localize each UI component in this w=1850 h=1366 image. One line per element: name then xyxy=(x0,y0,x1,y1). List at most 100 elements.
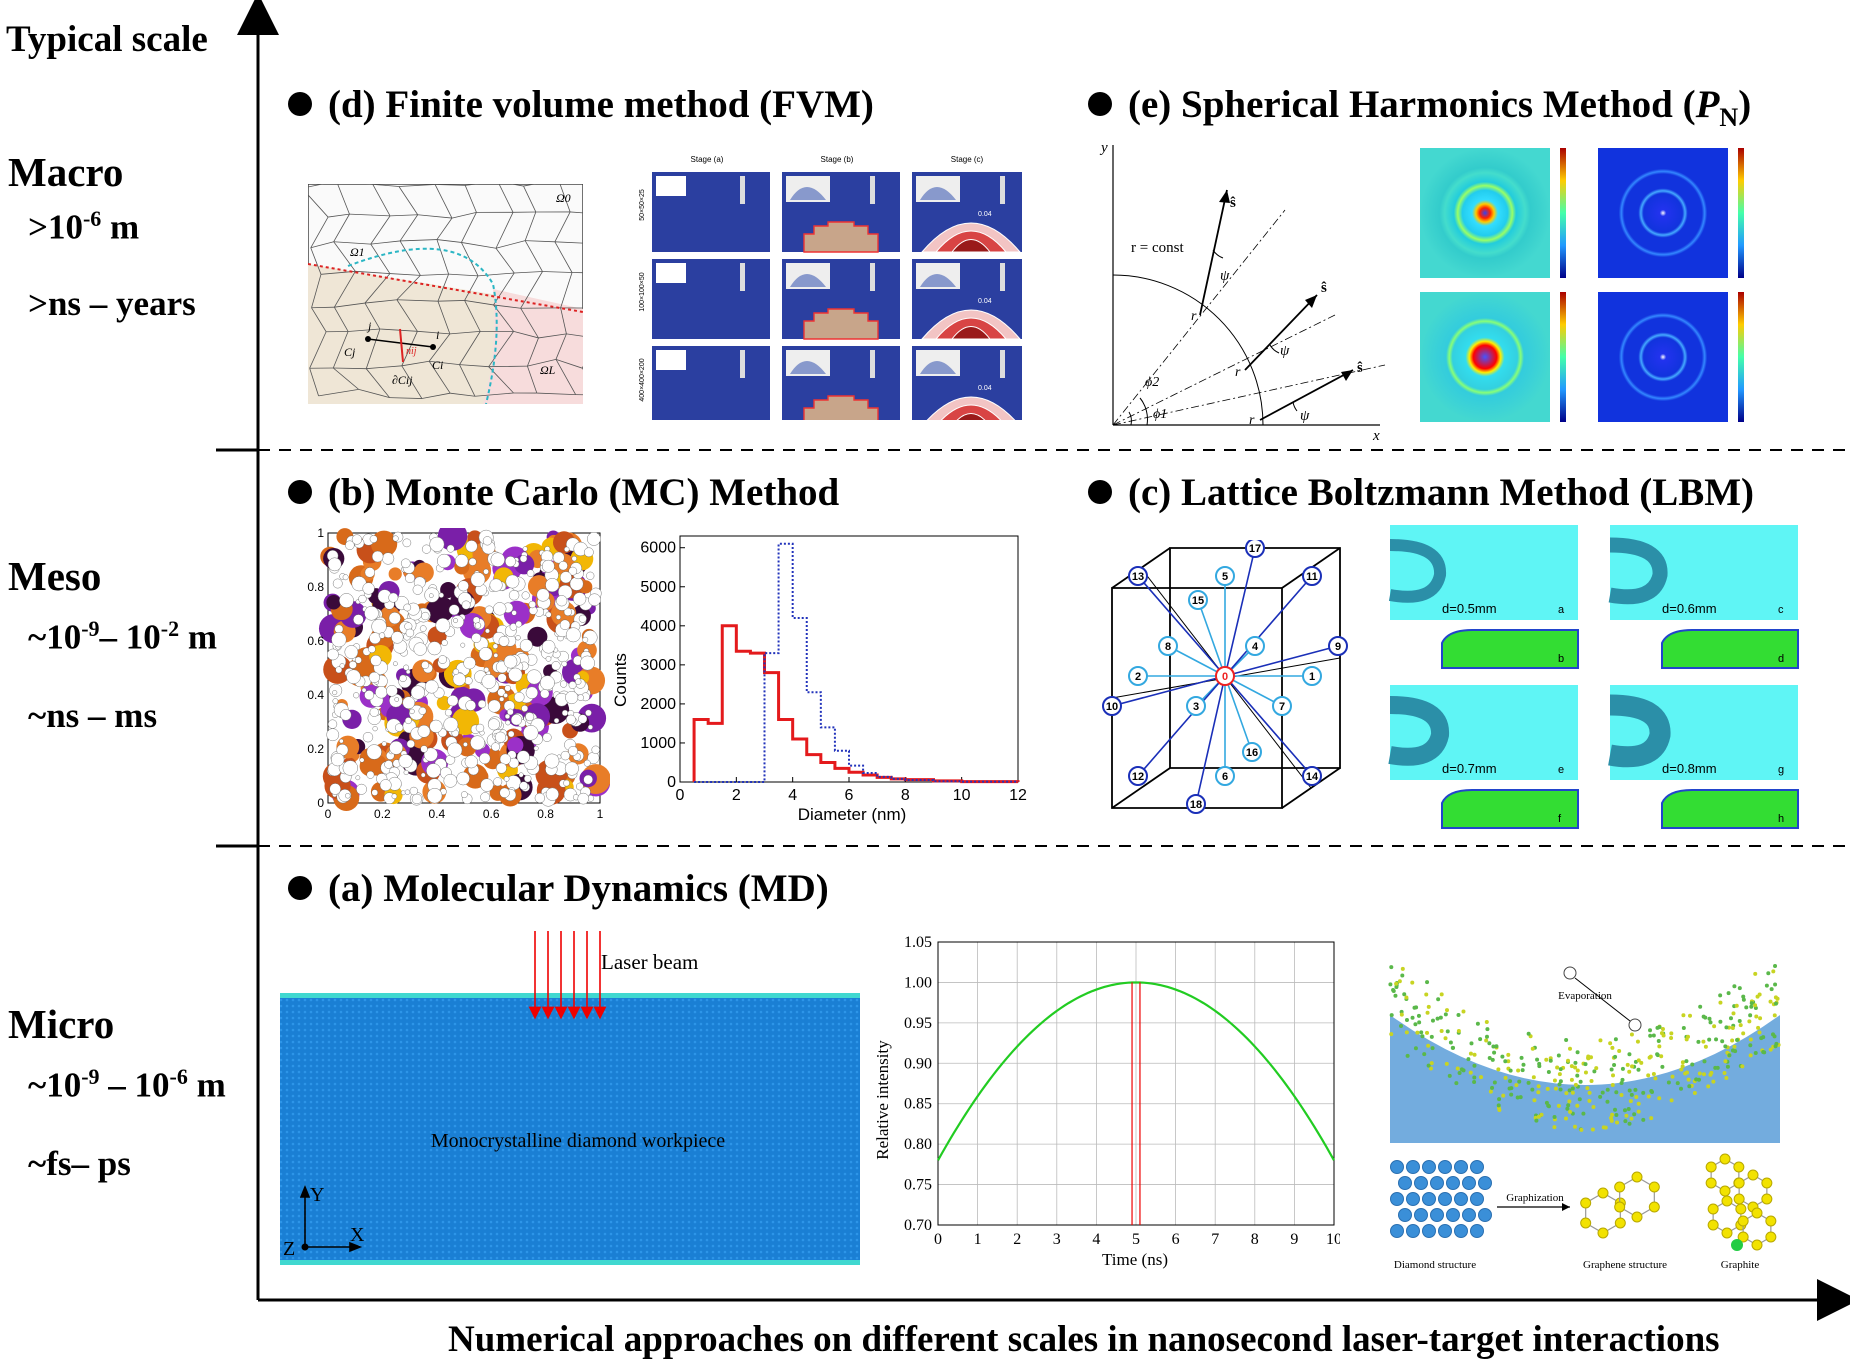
fvm-colorbar xyxy=(1000,176,1005,204)
md-atom xyxy=(1400,966,1405,971)
pulse-x-tick: 10 xyxy=(1326,1231,1340,1248)
md-atom xyxy=(1478,1037,1483,1042)
mc-particle xyxy=(497,688,506,697)
lbm-node-id: 2 xyxy=(1135,671,1141,683)
md-atom xyxy=(1492,1080,1497,1085)
md-atom xyxy=(1472,1079,1477,1084)
mc-particle xyxy=(499,696,505,702)
md-atom xyxy=(1468,1070,1473,1075)
mc-particle xyxy=(551,661,561,671)
md-atom xyxy=(1701,1014,1706,1019)
mc-particle xyxy=(568,566,578,576)
md-atom xyxy=(1404,1017,1409,1022)
fvm-label-nij: nij xyxy=(406,346,417,357)
md-atom xyxy=(1605,1087,1610,1092)
md-atom xyxy=(1575,1068,1580,1073)
md-atom xyxy=(1726,991,1731,996)
hist-frame xyxy=(679,535,1019,783)
mc-particle xyxy=(479,752,491,765)
md-atom xyxy=(1568,1109,1573,1114)
mc-particle xyxy=(536,588,550,602)
md-atom xyxy=(1648,1033,1653,1038)
diamond-atom xyxy=(1438,1192,1452,1206)
laser-beam-label: Laser beam xyxy=(601,950,698,974)
mc-cluster xyxy=(427,596,455,623)
hist-x-tick: 10 xyxy=(953,787,971,804)
md-atom xyxy=(1484,1034,1489,1039)
md-atom xyxy=(1436,997,1441,1002)
md-atom xyxy=(1611,1073,1616,1078)
md-atom xyxy=(1626,1107,1631,1112)
md-atom xyxy=(1748,1037,1753,1042)
mc-particle xyxy=(477,699,487,709)
mc-particle xyxy=(525,686,539,699)
graphene-atom xyxy=(1648,1181,1660,1193)
diamond-atom xyxy=(1446,1176,1460,1190)
md-atom xyxy=(1491,1044,1496,1049)
md-atom xyxy=(1617,1048,1622,1053)
mc-particle xyxy=(457,580,469,592)
md-atom xyxy=(1669,1031,1674,1036)
mc-particle xyxy=(420,745,428,753)
mc-particle xyxy=(362,582,375,595)
md-atom xyxy=(1714,1037,1719,1042)
fvm-inset xyxy=(656,263,686,283)
pulse-series-line xyxy=(937,981,1335,1161)
md-atom xyxy=(1688,1013,1693,1018)
md-atom xyxy=(1508,1079,1513,1084)
md-atom xyxy=(1425,1010,1430,1015)
mc-particle xyxy=(489,578,503,592)
mesh-edge xyxy=(333,213,350,242)
mc-particle xyxy=(571,555,577,562)
md-atom xyxy=(1546,1104,1551,1109)
md-evaporation-structures: Evaporation Graphization Diamond structu… xyxy=(1388,964,1781,1271)
lbm-node xyxy=(1186,696,1206,716)
mc-particle xyxy=(400,790,406,796)
mesh-edge xyxy=(365,368,390,398)
mc-particle xyxy=(504,685,511,692)
mc-particle xyxy=(364,690,375,700)
pn-label: ϕ1 xyxy=(1153,407,1167,422)
mc-particle xyxy=(345,793,351,799)
md-atom xyxy=(1724,1075,1729,1080)
md-atom xyxy=(1444,1061,1449,1066)
md-atom xyxy=(1536,1090,1541,1095)
mesh-edge xyxy=(398,184,436,187)
md-atom xyxy=(1587,1098,1592,1103)
mesh-edge xyxy=(554,241,573,273)
md-atom xyxy=(1503,1059,1508,1064)
lbm-panel-letter: e xyxy=(1558,764,1564,776)
md-atom xyxy=(1756,1025,1761,1030)
mc-particle xyxy=(580,655,595,671)
mc-particle xyxy=(443,717,459,733)
graphene-atom xyxy=(1597,1187,1609,1199)
md-atom xyxy=(1456,1028,1461,1033)
diamond-atom xyxy=(1414,1208,1428,1222)
lbm-droplet-panel xyxy=(1390,525,1578,620)
mc-particle xyxy=(369,707,379,717)
mc-particle xyxy=(492,643,499,649)
fvm-contour-inner xyxy=(956,413,986,420)
fvm-mesh-diagram: Ω0 Ω1 ΩL j i Cj Ci ∂Cij nij xyxy=(308,184,583,404)
lbm-velocity-vector xyxy=(1224,675,1283,707)
mc-particle xyxy=(564,761,579,776)
mc-particle xyxy=(503,693,509,698)
md-atom xyxy=(1679,1067,1684,1072)
diamond-atom xyxy=(1390,1192,1404,1206)
md-workpiece: Laser beam Monocrystalline diamond workp… xyxy=(280,931,860,1265)
md-atom xyxy=(1575,1073,1580,1078)
md-atom xyxy=(1566,1103,1571,1108)
mc-particle xyxy=(475,723,485,733)
md-atom xyxy=(1603,1125,1608,1130)
mesh-edge xyxy=(429,360,460,366)
md-atom xyxy=(1557,1082,1562,1087)
mc-particle xyxy=(342,760,358,776)
md-atom xyxy=(1619,1092,1624,1097)
pulse-y-tick: 0.80 xyxy=(904,1136,932,1153)
md-atom xyxy=(1749,1001,1754,1006)
mc-particle xyxy=(480,792,491,803)
graphite-atom xyxy=(1733,1193,1745,1205)
md-atom xyxy=(1605,1099,1610,1104)
mc-particle xyxy=(362,732,374,743)
mc-particle xyxy=(499,787,510,798)
